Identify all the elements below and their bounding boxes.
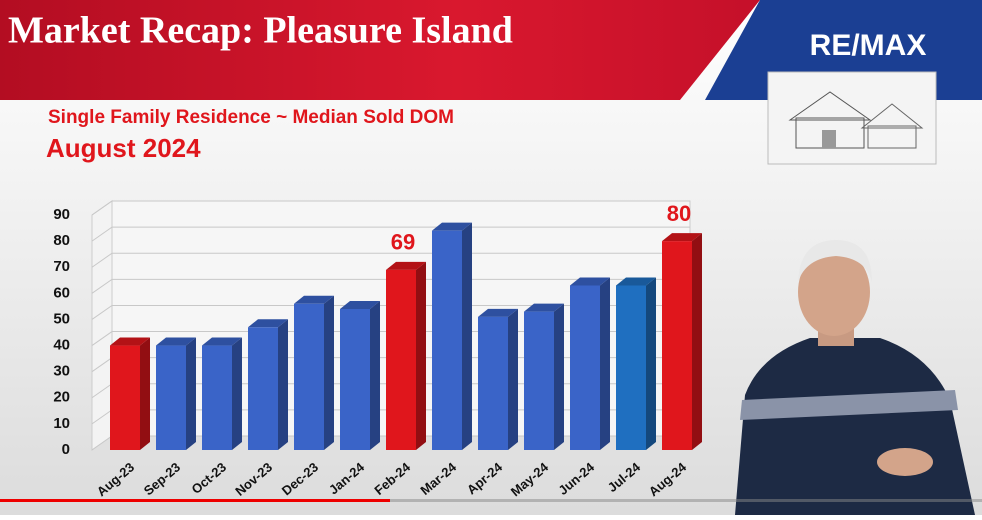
bar-top [340, 301, 380, 309]
bar-top [294, 295, 334, 304]
y-tick-label: 30 [53, 363, 70, 380]
grid-line [91, 200, 690, 216]
grid-line [91, 304, 690, 320]
presenter [735, 240, 975, 515]
bar-side [278, 319, 288, 450]
bar [110, 345, 140, 450]
bar-side [462, 222, 472, 450]
grid-line [91, 252, 690, 268]
grid-line [91, 226, 690, 242]
bar [432, 230, 462, 450]
bar [386, 269, 416, 450]
bar-top [662, 233, 702, 242]
bar [248, 327, 278, 450]
bar-top [432, 222, 472, 231]
bar-side [140, 337, 150, 450]
bar-top [110, 337, 150, 346]
brand-logo: RE/MAX [810, 29, 927, 62]
bar-top [478, 308, 518, 317]
bar-side [646, 277, 656, 450]
back-wall [91, 200, 113, 451]
y-tick-label: 60 [53, 284, 70, 301]
bar-side [554, 303, 564, 450]
bar [570, 285, 600, 450]
y-tick-label: 40 [53, 337, 70, 354]
bar [294, 303, 324, 450]
bar [616, 285, 646, 450]
bar-top [156, 337, 196, 346]
bar-top [524, 303, 564, 312]
y-tick-label: 70 [53, 258, 70, 275]
bar [478, 316, 508, 450]
y-tick-label: 90 [53, 206, 70, 223]
bar-side [232, 337, 242, 450]
bar-side [416, 261, 426, 450]
chart-title: Single Family Residence ~ Median Sold DO… [48, 107, 454, 128]
chart-subtitle: August 2024 [46, 133, 201, 163]
y-tick-label: 20 [53, 389, 70, 406]
banner-title: Market Recap: Pleasure Island [8, 10, 513, 52]
y-tick-label: 50 [53, 310, 70, 327]
bar [340, 309, 370, 450]
bar [202, 345, 232, 450]
grid-line [91, 278, 690, 294]
house-sketch [767, 71, 937, 165]
bar-top [570, 277, 610, 286]
title-banner [0, 0, 760, 100]
value-label: 80 [667, 201, 691, 226]
bar-top [386, 261, 426, 270]
value-label: 69 [391, 230, 415, 255]
y-tick-label: 10 [53, 415, 70, 432]
bar-side [508, 308, 518, 450]
bar [156, 345, 186, 450]
video-progress [0, 499, 390, 502]
bar-side [186, 337, 196, 450]
bar-side [370, 301, 380, 450]
bar-top [202, 337, 242, 346]
bar-side [600, 277, 610, 450]
y-tick-label: 80 [53, 232, 70, 249]
bar-side [692, 233, 702, 450]
bar-top [616, 277, 656, 286]
bar [524, 311, 554, 450]
bar-side [324, 295, 334, 450]
video-track [0, 499, 982, 502]
bar-top [248, 319, 288, 328]
y-tick-label: 0 [62, 441, 70, 458]
bar [662, 241, 692, 450]
